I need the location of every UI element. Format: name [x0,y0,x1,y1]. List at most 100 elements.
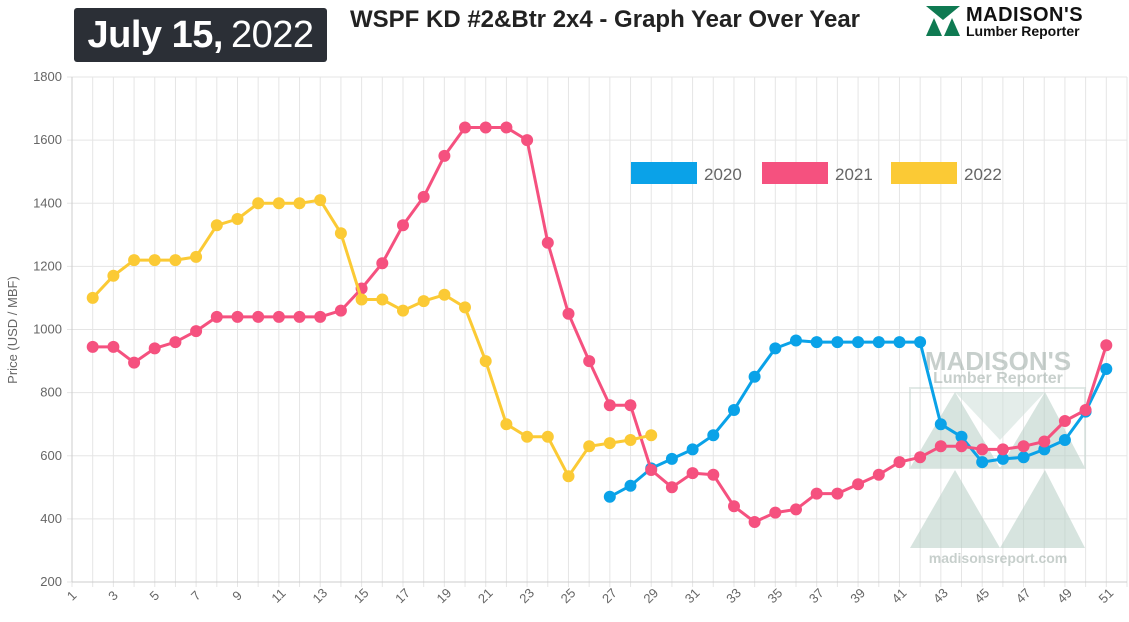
data-point-2022[interactable] [355,293,368,306]
data-point-2021[interactable] [603,399,616,412]
data-point-2022[interactable] [128,254,141,267]
data-point-2021[interactable] [1038,435,1051,448]
data-point-2022[interactable] [645,429,658,442]
data-point-2021[interactable] [314,310,327,323]
data-point-2021[interactable] [852,478,865,491]
data-point-2020[interactable] [1100,363,1113,375]
data-point-2021[interactable] [272,310,285,323]
data-point-2020[interactable] [707,429,720,442]
data-point-2021[interactable] [665,481,678,494]
data-point-2020[interactable] [728,404,740,416]
data-point-2022[interactable] [107,269,120,282]
data-point-2021[interactable] [1017,440,1030,453]
data-point-2021[interactable] [210,310,223,323]
data-point-2020[interactable] [1017,451,1030,464]
data-point-2022[interactable] [86,291,99,304]
data-point-2020[interactable] [810,336,823,349]
data-point-2020[interactable] [872,336,885,349]
data-point-2021[interactable] [748,516,761,528]
data-point-2021[interactable] [1100,339,1113,352]
data-point-2021[interactable] [438,149,451,162]
data-point-2020[interactable] [976,456,989,469]
data-point-2020[interactable] [624,479,637,492]
data-point-2022[interactable] [541,430,554,443]
data-point-2021[interactable] [976,443,989,456]
data-point-2021[interactable] [831,487,844,500]
data-point-2021[interactable] [86,340,99,353]
data-point-2021[interactable] [107,340,120,353]
data-point-2022[interactable] [169,254,182,267]
data-point-2021[interactable] [541,236,554,249]
data-point-2022[interactable] [376,293,389,306]
data-point-2021[interactable] [293,310,306,323]
data-point-2020[interactable] [790,334,802,347]
data-point-2021[interactable] [1058,415,1071,427]
data-point-2022[interactable] [479,355,492,368]
data-point-2021[interactable] [686,467,699,480]
data-point-2021[interactable] [500,121,513,134]
data-point-2022[interactable] [562,470,575,483]
data-point-2020[interactable] [665,452,678,465]
data-point-2020[interactable] [603,490,616,503]
data-point-2021[interactable] [376,257,389,270]
data-point-2022[interactable] [210,219,223,232]
data-point-2021[interactable] [1079,404,1092,416]
data-point-2021[interactable] [934,440,947,453]
data-point-2020[interactable] [686,443,699,456]
data-point-2021[interactable] [769,506,782,519]
data-point-2022[interactable] [272,197,285,210]
data-point-2021[interactable] [397,219,409,232]
data-point-2021[interactable] [148,342,161,355]
data-point-2022[interactable] [314,194,327,207]
data-point-2021[interactable] [893,456,906,469]
data-point-2021[interactable] [790,503,802,516]
data-point-2022[interactable] [417,295,430,308]
data-point-2020[interactable] [893,336,906,349]
legend-item-2021[interactable]: 2021 [762,162,873,184]
data-point-2021[interactable] [872,468,885,481]
data-point-2022[interactable] [231,213,244,225]
data-point-2021[interactable] [128,356,141,369]
data-point-2020[interactable] [914,336,927,349]
data-point-2021[interactable] [334,304,347,317]
data-point-2022[interactable] [252,197,265,210]
data-point-2021[interactable] [252,310,265,323]
data-point-2022[interactable] [190,250,203,263]
data-point-2020[interactable] [934,418,947,431]
data-point-2022[interactable] [334,227,347,240]
data-point-2020[interactable] [955,430,968,443]
data-point-2021[interactable] [996,443,1009,456]
data-point-2022[interactable] [459,301,471,314]
legend[interactable]: 2020 2021 2022 [631,162,1002,184]
data-point-2022[interactable] [397,304,409,317]
data-point-2021[interactable] [479,121,492,134]
data-point-2020[interactable] [996,452,1009,465]
data-point-2021[interactable] [810,487,823,500]
data-point-2022[interactable] [624,434,637,446]
data-point-2021[interactable] [583,355,596,368]
data-point-2022[interactable] [583,440,596,453]
data-point-2021[interactable] [955,440,968,453]
data-point-2021[interactable] [624,399,637,412]
data-point-2021[interactable] [728,500,740,513]
data-point-2022[interactable] [603,437,616,450]
data-point-2022[interactable] [148,254,161,267]
data-point-2020[interactable] [852,336,865,349]
data-point-2021[interactable] [169,336,182,349]
data-point-2021[interactable] [231,310,244,323]
data-point-2021[interactable] [707,468,720,481]
data-point-2022[interactable] [438,288,451,301]
data-point-2020[interactable] [769,342,782,355]
data-point-2021[interactable] [562,307,575,320]
data-point-2022[interactable] [293,197,306,210]
data-point-2022[interactable] [521,430,534,443]
data-point-2020[interactable] [748,370,761,383]
data-point-2022[interactable] [500,418,513,431]
data-point-2020[interactable] [1058,434,1071,446]
data-point-2021[interactable] [914,451,927,464]
data-point-2020[interactable] [831,336,844,349]
data-point-2021[interactable] [645,464,658,476]
legend-item-2022[interactable]: 2022 [891,162,1002,184]
data-point-2021[interactable] [459,121,471,134]
data-point-2021[interactable] [417,190,430,203]
